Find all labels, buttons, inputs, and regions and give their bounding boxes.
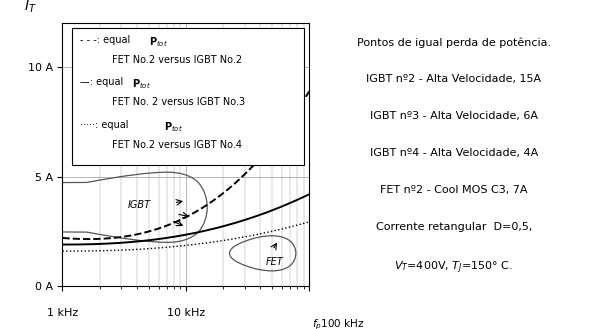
Text: FET nº2 - Cool MOS C3, 7A: FET nº2 - Cool MOS C3, 7A: [380, 185, 527, 195]
Text: $V_T$=400V, $T_J$=150° C.: $V_T$=400V, $T_J$=150° C.: [394, 259, 513, 276]
Text: FET No. 2 versus IGBT No.3: FET No. 2 versus IGBT No.3: [112, 97, 245, 107]
Text: 1 kHz: 1 kHz: [47, 308, 78, 318]
Text: $\mathbf{P}_{tot}$: $\mathbf{P}_{tot}$: [164, 120, 183, 134]
Text: $\mathbf{P}_{tot}$: $\mathbf{P}_{tot}$: [149, 35, 168, 49]
Text: IGBT: IGBT: [127, 200, 151, 210]
Text: —: equal: —: equal: [80, 77, 126, 87]
Text: IGBT nº4 - Alta Velocidade, 4A: IGBT nº4 - Alta Velocidade, 4A: [369, 148, 538, 158]
Text: - - -: equal: - - -: equal: [80, 35, 133, 45]
Text: FET No.2 versus IGBT No.2: FET No.2 versus IGBT No.2: [112, 55, 242, 64]
Text: FET No.2 versus IGBT No.4: FET No.2 versus IGBT No.4: [112, 140, 242, 150]
Text: Pontos de igual perda de potência.: Pontos de igual perda de potência.: [356, 37, 551, 48]
Text: FET: FET: [266, 257, 284, 267]
Text: $I_T$: $I_T$: [24, 0, 37, 15]
Text: ·····: equal: ·····: equal: [80, 120, 131, 130]
Text: IGBT nº2 - Alta Velocidade, 15A: IGBT nº2 - Alta Velocidade, 15A: [366, 74, 541, 84]
FancyBboxPatch shape: [73, 28, 305, 165]
Text: 10 kHz: 10 kHz: [167, 308, 205, 318]
Text: Corrente retangular  D=0,5,: Corrente retangular D=0,5,: [375, 222, 532, 232]
Text: $\mathbf{P}_{tot}$: $\mathbf{P}_{tot}$: [131, 77, 151, 91]
Text: IGBT nº3 - Alta Velocidade, 6A: IGBT nº3 - Alta Velocidade, 6A: [369, 111, 538, 121]
Text: $f_p$100 kHz: $f_p$100 kHz: [312, 318, 364, 329]
